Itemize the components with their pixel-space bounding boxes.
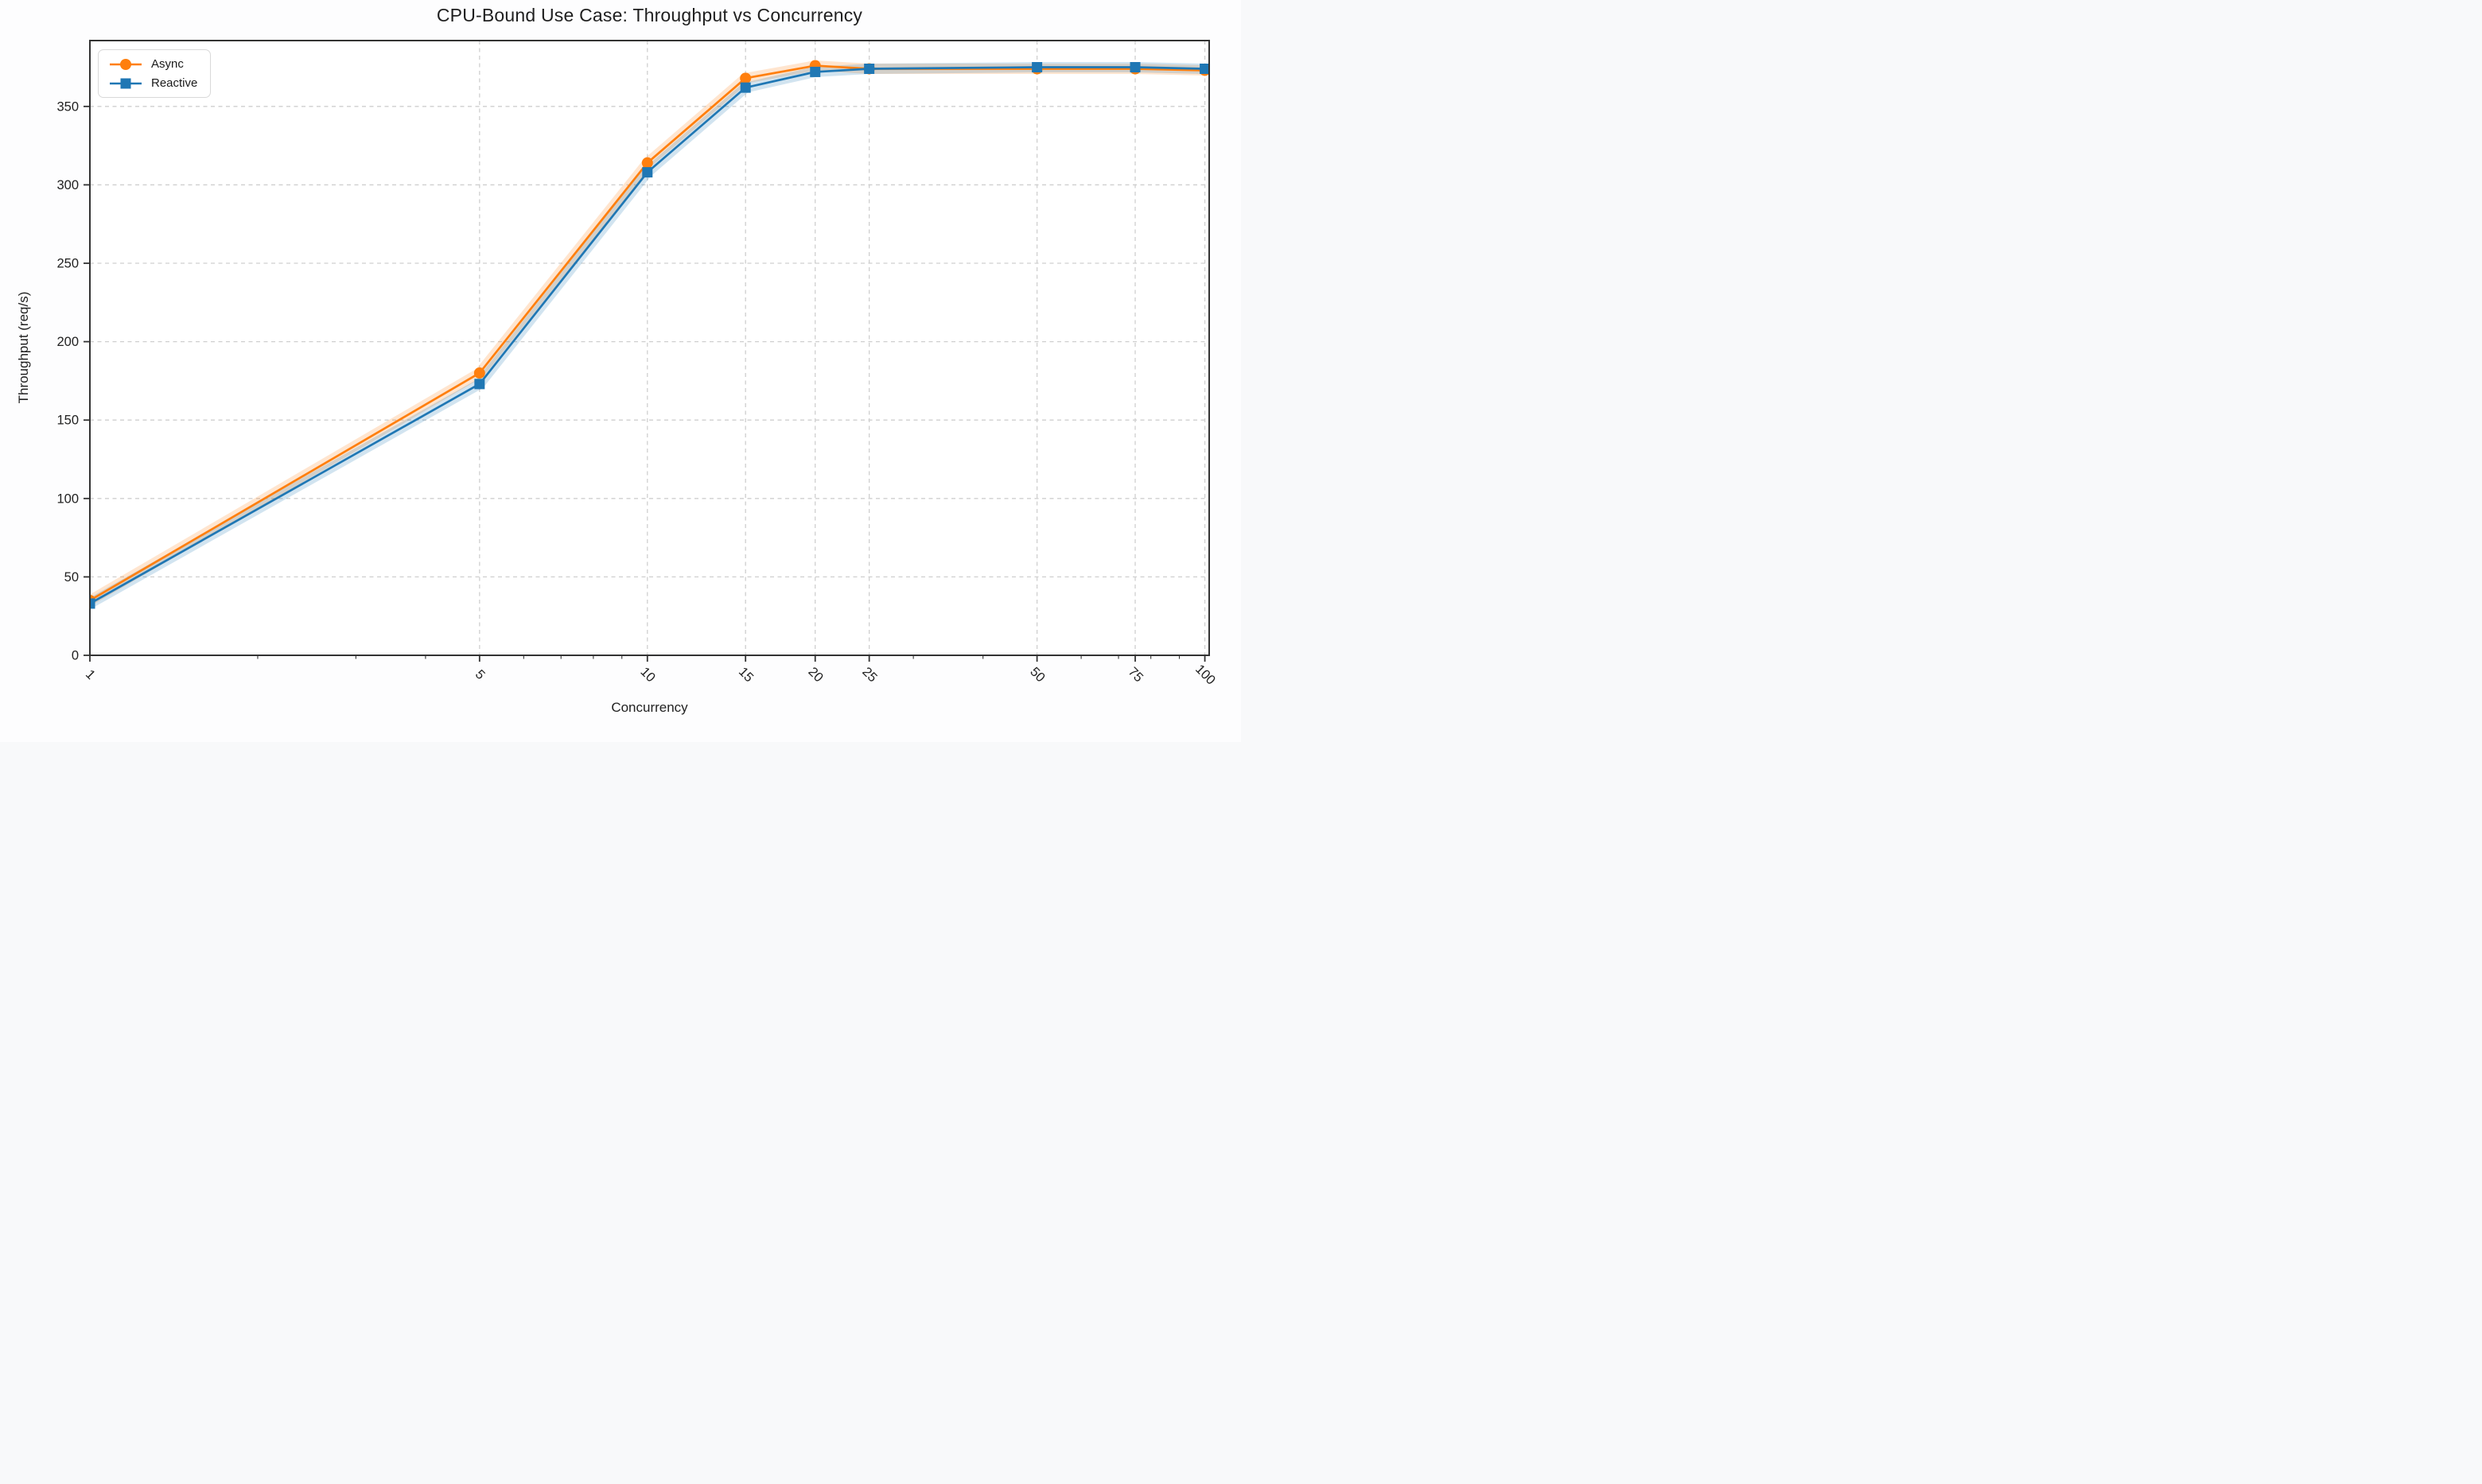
svg-text:15: 15 xyxy=(736,665,757,686)
svg-text:75: 75 xyxy=(1126,665,1146,686)
async-sample-circle xyxy=(120,58,131,70)
svg-text:25: 25 xyxy=(859,665,880,686)
chart-title: CPU-Bound Use Case: Throughput vs Concur… xyxy=(436,5,863,25)
svg-text:300: 300 xyxy=(56,178,79,192)
svg-text:150: 150 xyxy=(56,414,79,428)
svg-text:0: 0 xyxy=(72,649,79,663)
svg-text:10: 10 xyxy=(637,665,658,686)
svg-text:100: 100 xyxy=(1192,662,1218,687)
svg-text:200: 200 xyxy=(56,335,79,349)
svg-text:250: 250 xyxy=(56,257,79,271)
svg-text:50: 50 xyxy=(1027,665,1048,686)
legend-item-async: Async xyxy=(108,57,197,71)
x-axis-label: Concurrency xyxy=(611,700,688,715)
chart-figure: CPU-Bound Use Case: Throughput vs Concur… xyxy=(0,0,1241,742)
y-axis-label: Throughput (req/s) xyxy=(16,291,31,404)
svg-text:350: 350 xyxy=(56,99,79,114)
reactive-sample-square xyxy=(120,78,131,88)
legend-label-reactive: Reactive xyxy=(151,76,198,90)
svg-text:50: 50 xyxy=(64,570,79,585)
svg-text:20: 20 xyxy=(805,665,826,686)
legend-item-reactive: Reactive xyxy=(108,76,197,90)
svg-text:100: 100 xyxy=(56,491,79,506)
legend: Async Reactive xyxy=(98,49,212,98)
async-marker-icon xyxy=(110,58,142,70)
svg-text:1: 1 xyxy=(83,667,98,682)
legend-label-async: Async xyxy=(151,57,184,71)
svg-text:5: 5 xyxy=(473,667,488,682)
reactive-marker-icon xyxy=(110,78,142,88)
